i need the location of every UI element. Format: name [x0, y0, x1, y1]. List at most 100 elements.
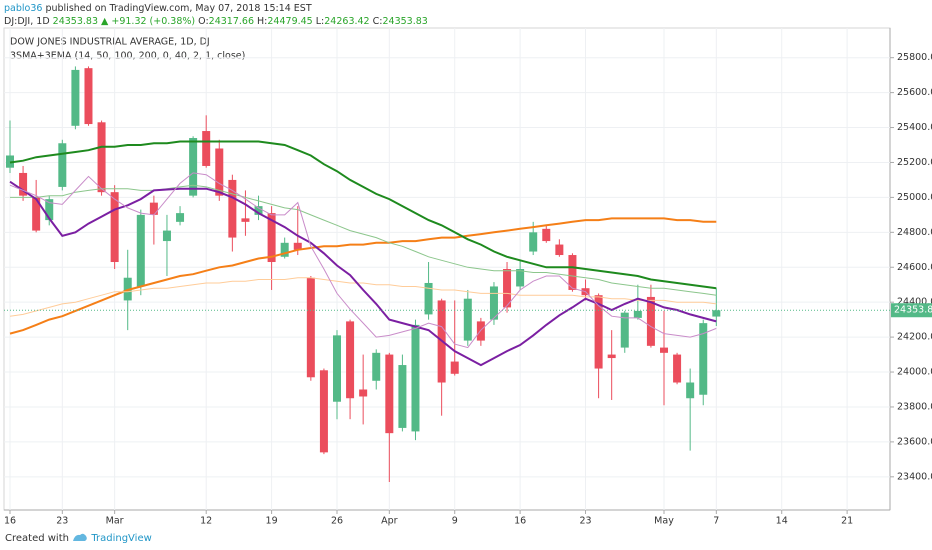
indicator-label: 3SMA+3EMA (14, 50, 100, 200, 0, 40, 2, 1…: [10, 51, 245, 62]
last-price: 24353.83: [52, 16, 99, 27]
published: published on TradingView.com, May 07, 20…: [45, 3, 312, 14]
x-tick-label: 23: [56, 516, 68, 527]
candle-body: [241, 218, 250, 222]
candle-body: [110, 192, 119, 263]
y-tick-label: 23800.00: [897, 401, 932, 412]
candle-body: [673, 354, 682, 383]
candle-body: [71, 69, 80, 126]
candle-body: [568, 255, 577, 290]
y-tick-label: 25200.00: [897, 157, 932, 168]
moving-average: [9, 277, 717, 317]
x-tick-label: 16: [4, 516, 16, 527]
candle-body: [503, 269, 512, 308]
x-tick-label: 7: [713, 516, 719, 527]
last-price-box: [891, 303, 932, 318]
candle-body: [463, 298, 472, 341]
candle-body: [176, 213, 185, 222]
x-tick-label: 12: [200, 516, 212, 527]
candle-body: [333, 335, 341, 402]
candle-body: [359, 389, 368, 397]
footer: Created with TradingView: [5, 531, 152, 544]
x-tick-label: 9: [452, 516, 458, 527]
x-tick-label: May: [654, 516, 674, 527]
moving-average: [9, 217, 717, 335]
y-tick-label: 24400.00: [897, 297, 932, 308]
created-with: Created with: [5, 533, 69, 544]
candle-body: [516, 269, 525, 287]
candle-body: [489, 286, 498, 320]
candle-body: [529, 232, 538, 252]
change: ▲ +91.32 (+0.38%): [101, 16, 196, 27]
candle-body: [398, 365, 407, 428]
candle-body: [660, 347, 668, 353]
candle-body: [607, 354, 616, 359]
x-tick-label: 23: [579, 516, 591, 527]
x-tick-label: 26: [331, 516, 343, 527]
candle-body: [189, 138, 198, 196]
grid: [4, 28, 890, 510]
y-tick-label: 25400.00: [897, 122, 932, 133]
ohlc-value: 24317.66: [208, 16, 254, 27]
moving-average: [9, 180, 717, 367]
candle-body: [84, 68, 93, 125]
candle-body: [306, 277, 315, 378]
x-tick-label: Apr: [381, 516, 398, 527]
candle-body: [385, 354, 394, 434]
ohlc-key: O:: [198, 16, 209, 27]
candle-body: [136, 214, 145, 287]
candle-body: [32, 197, 41, 231]
candle-body: [228, 179, 237, 238]
candle-body: [267, 213, 276, 263]
candle-body: [646, 296, 655, 346]
candle-body: [594, 295, 603, 369]
y-tick-label: 23400.00: [897, 471, 932, 482]
candle-body: [149, 202, 158, 215]
moving-averages: [9, 140, 717, 367]
moving-average: [10, 184, 717, 296]
candle-body: [424, 282, 433, 315]
candle-body: [97, 122, 106, 193]
ohlc-value: 24353.83: [382, 16, 428, 27]
x-tick-label: 19: [266, 516, 278, 527]
symbol: DJ:DJI, 1D: [4, 16, 50, 27]
x-tick-label: 14: [776, 516, 788, 527]
y-tick-label: 25800.00: [897, 52, 932, 63]
header-line: pablo36 published on TradingView.com, Ma…: [4, 2, 428, 15]
candle-body: [162, 230, 171, 242]
logo: [73, 533, 87, 541]
candle-body: [215, 148, 224, 196]
ohlc-key: H:: [257, 16, 268, 27]
last-price-label: 24353.83: [894, 305, 932, 316]
ohlc-key: L:: [315, 16, 325, 27]
ohlc: O:24317.66 H:24479.45 L:24263.42 C:24353…: [198, 16, 428, 27]
candle-body: [411, 324, 420, 432]
candle-body: [712, 310, 721, 317]
x-tick-label: 16: [514, 516, 526, 527]
candle-body: [686, 382, 695, 399]
brand[interactable]: TradingView: [91, 533, 152, 544]
author[interactable]: pablo36: [4, 3, 43, 14]
candle-body: [58, 143, 67, 187]
candle-body: [542, 228, 551, 242]
y-tick-label: 24600.00: [897, 262, 932, 273]
ohlc-key: C:: [372, 16, 383, 27]
candle-body: [699, 323, 708, 395]
candles: [6, 66, 721, 483]
chart: DOW JONES INDUSTRIAL AVERAGE, 1D, DJ 3SM…: [3, 27, 932, 527]
y-tick-label: 24800.00: [897, 227, 932, 238]
x-tick-label: Mar: [106, 516, 124, 527]
candle-body: [319, 370, 328, 453]
candle-body: [620, 312, 629, 348]
ohlc-value: 24263.42: [324, 16, 370, 27]
candle-body: [293, 242, 302, 250]
candle-body: [280, 242, 289, 257]
moving-average: [9, 172, 717, 349]
candle-body: [202, 131, 211, 166]
y-tick-label: 23600.00: [897, 436, 932, 447]
candle-body: [476, 321, 485, 341]
candle-body: [19, 172, 28, 196]
y-tick-label: 25600.00: [897, 87, 932, 98]
y-tick-label: 24000.00: [897, 367, 932, 378]
candle-body: [372, 352, 381, 381]
candle-body: [555, 244, 564, 256]
